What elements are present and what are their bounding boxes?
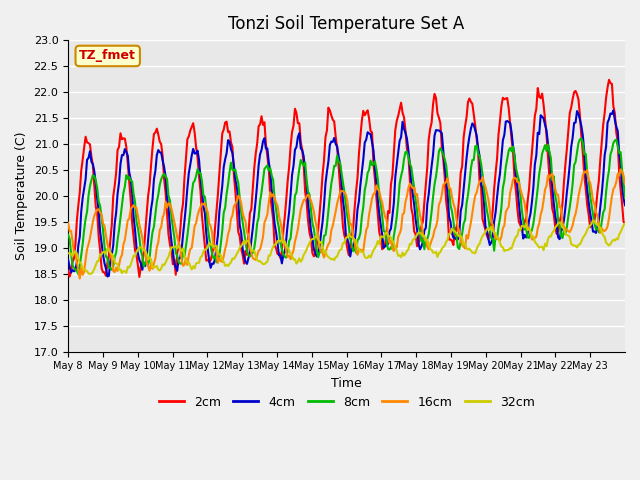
16cm xyxy=(617,167,625,172)
2cm xyxy=(64,268,72,274)
16cm xyxy=(620,173,627,179)
Line: 8cm: 8cm xyxy=(68,139,625,274)
2cm xyxy=(100,269,108,275)
2cm xyxy=(621,220,629,226)
8cm xyxy=(621,195,629,201)
Title: Tonzi Soil Temperature Set A: Tonzi Soil Temperature Set A xyxy=(228,15,465,33)
Legend: 2cm, 4cm, 8cm, 16cm, 32cm: 2cm, 4cm, 8cm, 16cm, 32cm xyxy=(154,391,540,414)
Y-axis label: Soil Temperature (C): Soil Temperature (C) xyxy=(15,132,28,260)
4cm xyxy=(621,203,629,208)
32cm xyxy=(352,238,360,243)
2cm xyxy=(545,174,553,180)
8cm xyxy=(74,271,82,277)
16cm xyxy=(84,241,92,247)
Line: 4cm: 4cm xyxy=(68,110,625,276)
4cm xyxy=(83,157,91,163)
4cm xyxy=(620,195,627,201)
32cm xyxy=(620,222,627,228)
16cm xyxy=(621,181,629,187)
8cm xyxy=(102,253,110,259)
16cm xyxy=(64,220,72,226)
32cm xyxy=(621,221,629,227)
Line: 32cm: 32cm xyxy=(68,220,625,274)
16cm xyxy=(463,232,470,238)
16cm xyxy=(102,233,110,239)
8cm xyxy=(545,149,553,155)
4cm xyxy=(104,274,111,279)
32cm xyxy=(64,251,72,256)
2cm xyxy=(605,77,613,83)
4cm xyxy=(64,257,72,263)
2cm xyxy=(136,274,143,280)
8cm xyxy=(352,250,360,256)
2cm xyxy=(83,140,91,145)
8cm xyxy=(84,193,92,199)
32cm xyxy=(102,251,110,256)
8cm xyxy=(577,136,585,142)
X-axis label: Time: Time xyxy=(332,377,362,390)
4cm xyxy=(609,108,617,113)
2cm xyxy=(352,189,360,194)
2cm xyxy=(620,219,627,225)
16cm xyxy=(545,175,553,180)
8cm xyxy=(64,232,72,238)
32cm xyxy=(88,271,95,276)
2cm xyxy=(463,115,470,120)
32cm xyxy=(463,245,470,251)
Line: 2cm: 2cm xyxy=(68,80,625,277)
4cm xyxy=(352,225,360,231)
32cm xyxy=(83,268,91,274)
32cm xyxy=(545,233,553,239)
4cm xyxy=(100,260,108,266)
Line: 16cm: 16cm xyxy=(68,169,625,278)
Text: TZ_fmet: TZ_fmet xyxy=(79,49,136,62)
16cm xyxy=(352,247,360,252)
32cm xyxy=(589,217,597,223)
4cm xyxy=(463,156,470,161)
8cm xyxy=(463,201,470,206)
4cm xyxy=(545,151,553,156)
16cm xyxy=(76,276,84,281)
8cm xyxy=(620,180,627,185)
